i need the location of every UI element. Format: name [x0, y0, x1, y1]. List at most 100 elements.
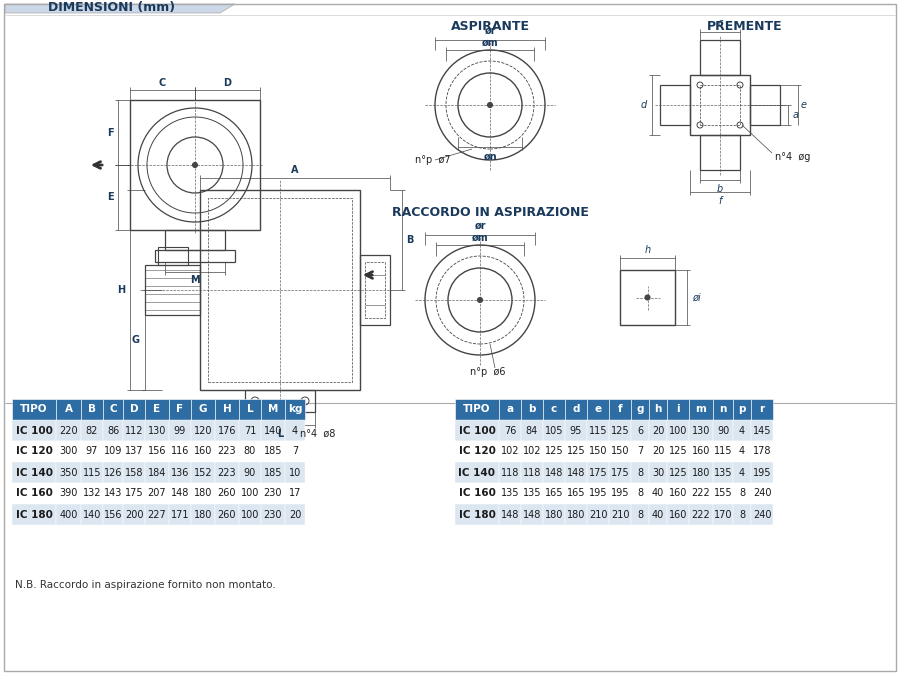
Bar — [499, 462, 521, 483]
Text: 10: 10 — [289, 468, 302, 477]
Text: IC 120: IC 120 — [15, 446, 52, 456]
Bar — [455, 483, 499, 504]
Text: C: C — [109, 404, 117, 414]
Bar — [103, 441, 123, 462]
Text: e: e — [801, 100, 807, 110]
Text: 132: 132 — [83, 489, 101, 499]
Bar — [543, 462, 565, 483]
Text: 180: 180 — [544, 510, 563, 520]
Bar — [667, 420, 689, 441]
Bar — [81, 462, 103, 483]
Bar — [285, 483, 305, 504]
Text: g: g — [636, 404, 644, 414]
Bar — [169, 504, 191, 525]
Bar — [191, 462, 215, 483]
Bar — [631, 420, 649, 441]
Bar — [145, 420, 169, 441]
Text: 227: 227 — [148, 510, 166, 520]
Text: 86: 86 — [107, 425, 119, 435]
Text: a: a — [507, 404, 514, 414]
Text: øi: øi — [693, 292, 701, 302]
Text: 102: 102 — [523, 446, 541, 456]
Text: 112: 112 — [125, 425, 143, 435]
Bar — [81, 483, 103, 504]
Text: 76: 76 — [504, 425, 517, 435]
Text: 160: 160 — [692, 446, 710, 456]
Text: 150: 150 — [589, 446, 608, 456]
Text: øm: øm — [482, 38, 499, 48]
Bar — [565, 462, 587, 483]
Text: 20: 20 — [289, 510, 302, 520]
Bar — [609, 462, 631, 483]
Text: 6: 6 — [637, 425, 643, 435]
Text: A: A — [292, 165, 299, 175]
Bar — [165, 230, 225, 250]
Bar — [609, 483, 631, 504]
Bar — [455, 441, 499, 462]
Bar — [191, 483, 215, 504]
Bar — [750, 85, 780, 125]
Text: 20: 20 — [652, 446, 664, 456]
Text: B: B — [88, 404, 96, 414]
Text: 109: 109 — [104, 446, 122, 456]
Circle shape — [645, 295, 650, 300]
Bar — [239, 483, 261, 504]
Text: 200: 200 — [125, 510, 143, 520]
Text: c: c — [551, 404, 557, 414]
Text: D: D — [223, 78, 231, 88]
Bar — [169, 420, 191, 441]
Text: 100: 100 — [241, 489, 259, 499]
Bar — [145, 462, 169, 483]
Text: 136: 136 — [171, 468, 189, 477]
Bar — [609, 441, 631, 462]
Bar — [499, 420, 521, 441]
Text: 160: 160 — [194, 446, 212, 456]
Text: b: b — [717, 184, 723, 194]
Text: TIPO: TIPO — [20, 404, 48, 414]
Bar — [56, 420, 81, 441]
Text: 240: 240 — [752, 510, 771, 520]
Bar — [123, 462, 145, 483]
Bar — [587, 441, 609, 462]
Bar — [365, 262, 385, 318]
Text: 84: 84 — [526, 425, 538, 435]
Text: ASPIRANTE: ASPIRANTE — [451, 20, 529, 34]
Bar — [543, 441, 565, 462]
Text: f: f — [617, 404, 622, 414]
Text: 400: 400 — [59, 510, 77, 520]
Bar — [169, 462, 191, 483]
Bar — [56, 462, 81, 483]
Bar — [713, 399, 733, 420]
Bar — [521, 420, 543, 441]
Text: 125: 125 — [669, 468, 688, 477]
Text: 130: 130 — [692, 425, 710, 435]
Text: h: h — [654, 404, 662, 414]
Text: 180: 180 — [194, 510, 212, 520]
Bar — [521, 462, 543, 483]
Text: 152: 152 — [194, 468, 212, 477]
Bar — [123, 441, 145, 462]
Bar — [751, 504, 773, 525]
Bar — [12, 483, 56, 504]
Text: 8: 8 — [739, 510, 745, 520]
Bar — [521, 399, 543, 420]
Text: 99: 99 — [174, 425, 186, 435]
Text: 20: 20 — [652, 425, 664, 435]
Text: IC 140: IC 140 — [458, 468, 496, 477]
Bar — [455, 462, 499, 483]
Bar — [751, 462, 773, 483]
Bar — [649, 441, 667, 462]
Bar — [609, 420, 631, 441]
Bar — [521, 441, 543, 462]
Bar — [261, 420, 285, 441]
Circle shape — [488, 103, 492, 107]
Text: 135: 135 — [523, 489, 541, 499]
Bar — [360, 255, 390, 325]
Bar — [145, 265, 200, 315]
Text: ør: ør — [484, 26, 496, 36]
Bar — [543, 420, 565, 441]
Text: 185: 185 — [264, 446, 283, 456]
Text: 135: 135 — [500, 489, 519, 499]
Text: 115: 115 — [714, 446, 733, 456]
Bar — [521, 483, 543, 504]
